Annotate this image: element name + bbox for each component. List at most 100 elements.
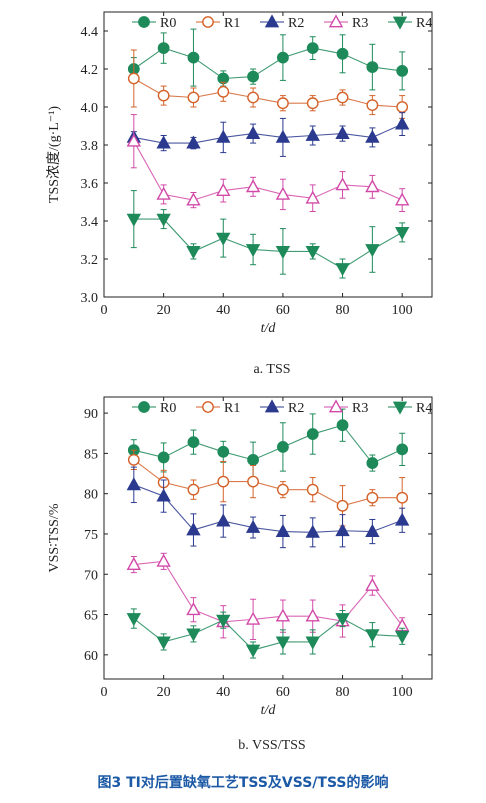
panel-b-point-R1 [247,475,259,488]
panel-a-y-tick-label: 3.2 [81,253,99,268]
panel-b-legend-label-R2: R2 [288,401,304,416]
panel-a-point-R0 [277,51,289,64]
panel-b-legend-label-R1: R1 [224,401,240,416]
panel-b-legend-marker-R1 [202,401,214,413]
panel-a-line-R2 [133,123,403,144]
panel-a-point-R3 [365,179,380,193]
panel-b-legend-marker-R4 [392,401,408,415]
panel-b-x-tick-label: 0 [101,685,108,700]
panel-b-point-R2 [335,523,350,537]
panel-b-point-R0 [336,419,349,432]
panel-a-point-R4 [156,213,171,227]
panel-b-point-R0 [217,445,230,458]
panel-a-point-R4 [275,245,291,260]
panel-a-y-tick-label: 3.0 [81,291,99,306]
panel-b-point-R4 [126,613,142,627]
panel-b-point-R1 [187,483,200,496]
panel-a-x-tick-label: 0 [101,303,108,318]
panel-b-point-R3 [186,602,201,616]
panel-a-y-tick-label: 3.6 [81,177,99,192]
panel-b-y-tick-label: 60 [84,649,98,664]
panel-a-series-R2 [126,112,410,157]
panel-b-label: b. VSS/TSS [238,738,305,753]
panel-a-plot-frame [103,11,433,298]
panel-b-line-R3 [133,560,403,627]
panel-a-point-R1 [366,99,379,112]
panel-b-point-R4 [305,636,320,650]
panel-b-y-tick-label: 70 [84,568,98,583]
panel-a-series-R4 [126,190,410,279]
panel-a-line-R0 [133,47,403,80]
panel-b-x-tick-label: 40 [216,685,230,700]
panel-b-line-R1 [133,459,403,507]
panel-b-point-R1 [306,483,319,496]
panel-a-point-R4 [394,226,410,241]
panel-b-point-R1 [277,483,289,496]
panel-b-chart: 0 20 40 60 80 100 60 65 70 75 80 85 90 t/d VSS∶TSS/% R0… [47,396,433,718]
panel-b-point-R0 [306,428,319,440]
panel-a-x-tick-label: 80 [336,303,350,318]
panel-a-point-R0 [187,51,200,64]
panel-a-chart: 0 20 40 60 80 100 3.0 3.2 3.4 3.6 3.8 4.0 4.2 4.4 t/d T… [46,11,433,336]
panel-b-point-R2 [216,513,231,527]
panel-b-legend-label-R4: R4 [416,401,432,416]
panel-a-line-R4 [133,218,403,270]
panel-a-point-R3 [335,177,350,191]
panel-b-legend-label-R3: R3 [352,401,368,416]
panel-b-legend: R0 R1 R2 R3 R4 [132,399,432,416]
panel-b-x-tick-label: 60 [276,685,290,700]
panel-a-point-R2 [216,129,231,143]
panel-a-point-R2 [156,135,171,149]
panel-a-point-R0 [366,61,379,73]
panel-b-y-tick-label: 75 [84,528,98,543]
panel-b-line-R2 [133,484,403,533]
panel-a-point-R0 [306,42,319,54]
panel-b-y-tick-label: 90 [84,407,98,422]
panel-a-point-R4 [126,213,142,227]
panel-b-point-R1 [127,453,140,466]
panel-b-line-R4 [133,617,403,651]
panel-b-point-R0 [277,441,289,453]
panel-a-x-tick-label: 100 [392,303,413,318]
panel-b-point-R2 [245,519,261,533]
panel-b-series-R2 [126,466,410,549]
panel-a-point-R1 [277,97,289,110]
panel-a-legend-marker-R0 [138,16,150,28]
panel-b-series-R3 [126,552,410,641]
panel-a-y-tick-label: 3.4 [81,215,99,230]
panel-a-legend-marker-R1 [202,16,214,28]
panel-a-x-axis-label: t/d [261,321,277,336]
panel-a-point-R2 [186,135,201,149]
figure-caption: 图3 TI对后置缺氧工艺TSS及VSS/TSS的影响 [97,775,389,791]
panel-a-point-R1 [336,91,349,104]
panel-b-y-tick-label: 80 [84,488,98,503]
panel-a-point-R3 [275,186,291,200]
panel-a-point-R2 [335,125,350,140]
panel-b-point-R0 [366,457,379,469]
panel-b-point-R1 [217,475,230,488]
panel-a-y-tick-label: 4.2 [81,63,99,78]
panel-b-point-R0 [187,436,200,449]
panel-b-point-R1 [336,499,349,512]
panel-a-legend: R0 R1 R2 R3 R4 [132,14,432,31]
panel-a-point-R4 [335,263,350,277]
panel-b-x-axis-label: t/d [261,703,277,718]
panel-a-point-R2 [394,116,410,130]
panel-a-legend-label-R2: R2 [288,16,304,31]
panel-a-series-R1 [127,49,409,119]
panel-a-legend-label-R1: R1 [224,16,240,31]
panel-a-series-R3 [126,114,410,212]
panel-a-y-tick-label: 4.0 [81,101,99,116]
panel-a-point-R4 [305,245,320,260]
panel-a-legend-label-R0: R0 [160,16,176,31]
panel-b-point-R4 [365,629,380,643]
panel-a-point-R3 [126,133,142,147]
panel-b-line-R0 [133,424,403,464]
panel-b-point-R3 [156,553,171,567]
panel-a-point-R3 [394,192,410,206]
panel-a-point-R3 [186,192,201,206]
panel-b-point-R2 [186,522,201,536]
panel-a-point-R3 [216,182,231,197]
panel-a-point-R1 [306,97,319,110]
panel-b-point-R3 [126,556,142,570]
